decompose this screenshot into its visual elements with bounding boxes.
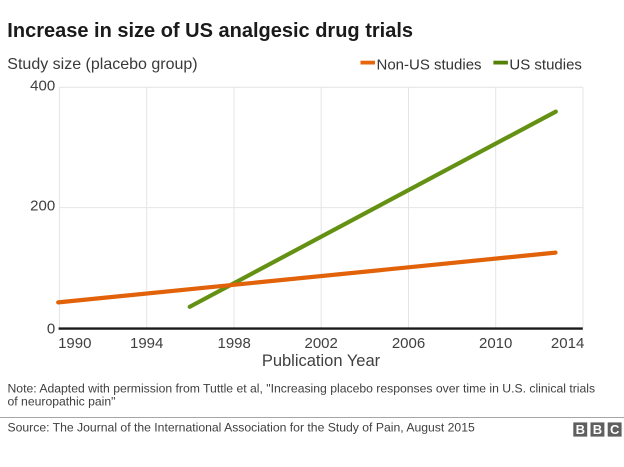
svg-text:Increase in size of US analges: Increase in size of US analgesic drug tr… [7,20,413,42]
svg-text:200: 200 [30,198,55,215]
svg-text:Publication Year: Publication Year [262,352,381,370]
svg-text:2006: 2006 [392,335,425,352]
svg-text:Source: The Journal of the Int: Source: The Journal of the International… [8,420,475,434]
svg-text:2014: 2014 [551,335,584,352]
svg-text:Study size (placebo group): Study size (placebo group) [7,56,197,73]
svg-text:Non-US studies: Non-US studies [377,56,482,73]
svg-text:US studies: US studies [509,56,582,73]
svg-text:of neuropathic pain": of neuropathic pain" [8,395,116,409]
svg-text:2010: 2010 [479,335,512,352]
svg-text:C: C [610,422,620,437]
svg-text:2002: 2002 [305,335,338,352]
svg-text:B: B [576,422,585,437]
svg-text:400: 400 [30,78,55,95]
svg-text:1990: 1990 [58,335,91,352]
svg-text:1994: 1994 [130,335,163,352]
svg-text:1998: 1998 [218,335,251,352]
svg-text:Note: Adapted with permission: Note: Adapted with permission from Tuttl… [8,381,596,395]
svg-text:0: 0 [47,321,55,338]
svg-text:B: B [593,422,602,437]
